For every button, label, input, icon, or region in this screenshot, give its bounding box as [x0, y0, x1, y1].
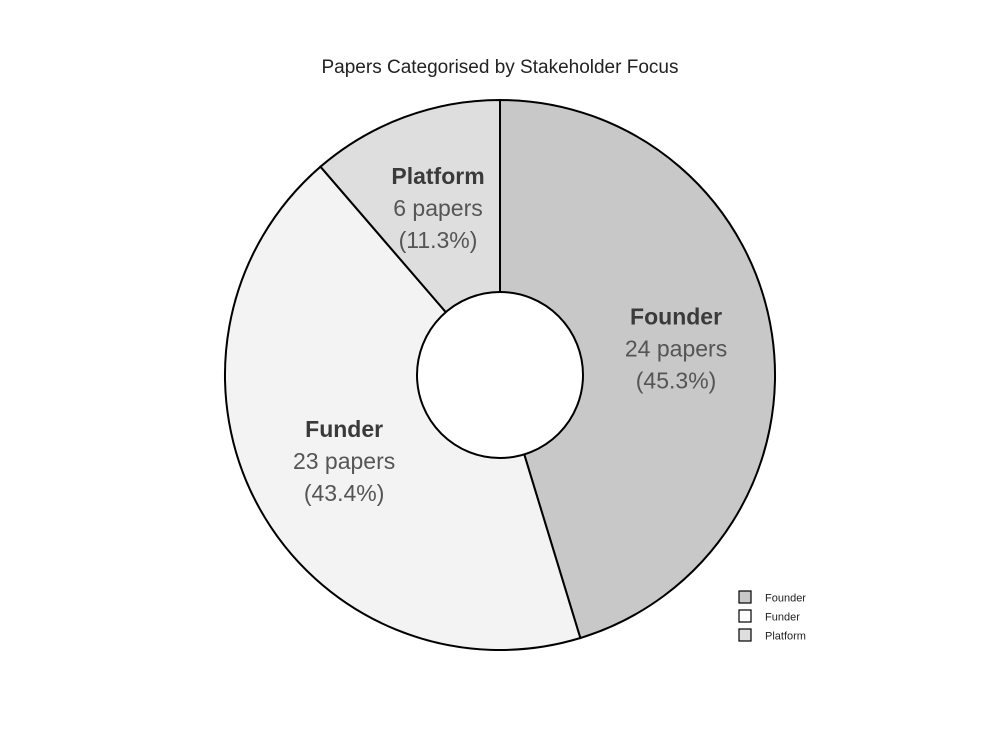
- legend-swatch-founder: [738, 590, 752, 604]
- legend: Founder Funder Platform: [738, 590, 806, 643]
- slice-label-count-founder: 24 papers: [625, 336, 727, 362]
- slice-label-count-platform: 6 papers: [393, 195, 483, 221]
- legend-swatch-platform: [738, 628, 752, 642]
- slice-label-percent-platform: (11.3%): [399, 227, 478, 253]
- legend-label-platform: Platform: [765, 631, 806, 643]
- donut-hole: [416, 291, 584, 459]
- slice-label-name-funder: Funder: [305, 416, 383, 442]
- legend-label-founder: Founder: [765, 593, 806, 605]
- slice-label-count-funder: 23 papers: [293, 448, 395, 474]
- slice-label-name-founder: Founder: [630, 304, 722, 330]
- legend-swatch-funder: [738, 609, 752, 623]
- chart-title: Papers Categorised by Stakeholder Focus: [322, 57, 679, 78]
- slice-founder: [499, 98, 776, 640]
- legend-label-funder: Funder: [765, 612, 800, 624]
- slice-label-percent-funder: (43.4%): [304, 480, 385, 506]
- slice-funder: [224, 165, 582, 651]
- slice-labels: Founder 24 papers (45.3%) Funder 23 papers (4…: [293, 163, 727, 506]
- slice-label-percent-founder: (45.3%): [636, 368, 717, 394]
- slice-label-name-platform: Platform: [391, 163, 484, 189]
